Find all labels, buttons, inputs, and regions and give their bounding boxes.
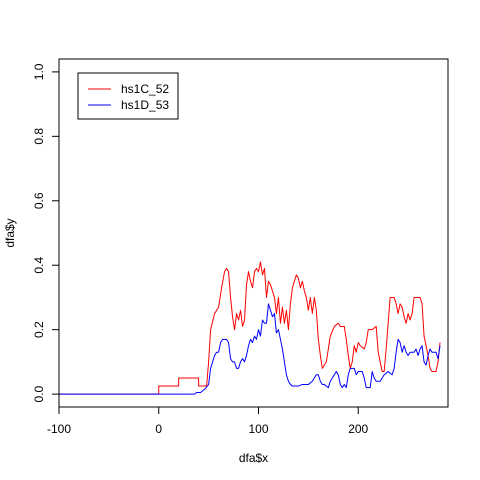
legend-box <box>77 72 179 120</box>
x-tick-label: 100 <box>248 422 268 436</box>
y-axis-label: dfa$y <box>3 218 17 247</box>
x-axis-label: dfa$x <box>239 451 268 465</box>
legend: hs1C_52 hs1D_53 <box>77 72 179 120</box>
x-tick-label: -100 <box>47 422 71 436</box>
x-tick-label: 0 <box>155 422 162 436</box>
y-tick-label: 0.8 <box>32 128 46 145</box>
series-layer <box>59 261 441 395</box>
series-line-hs1d-53 <box>59 303 441 395</box>
axes-layer: -100 0 100 200 0.0 0.2 0.4 0.6 0.8 1.0 <box>32 63 369 436</box>
legend-label-hs1d-53: hs1D_53 <box>121 98 169 112</box>
y-tick-label: 0.2 <box>32 321 46 338</box>
series-line-hs1c-52 <box>59 261 441 395</box>
x-tick-label: 200 <box>348 422 368 436</box>
y-tick-label: 0.4 <box>32 257 46 274</box>
y-tick-label: 0.0 <box>32 385 46 402</box>
y-tick-label: 0.6 <box>32 192 46 209</box>
y-tick-label: 1.0 <box>32 63 46 80</box>
legend-label-hs1c-52: hs1C_52 <box>121 82 169 96</box>
